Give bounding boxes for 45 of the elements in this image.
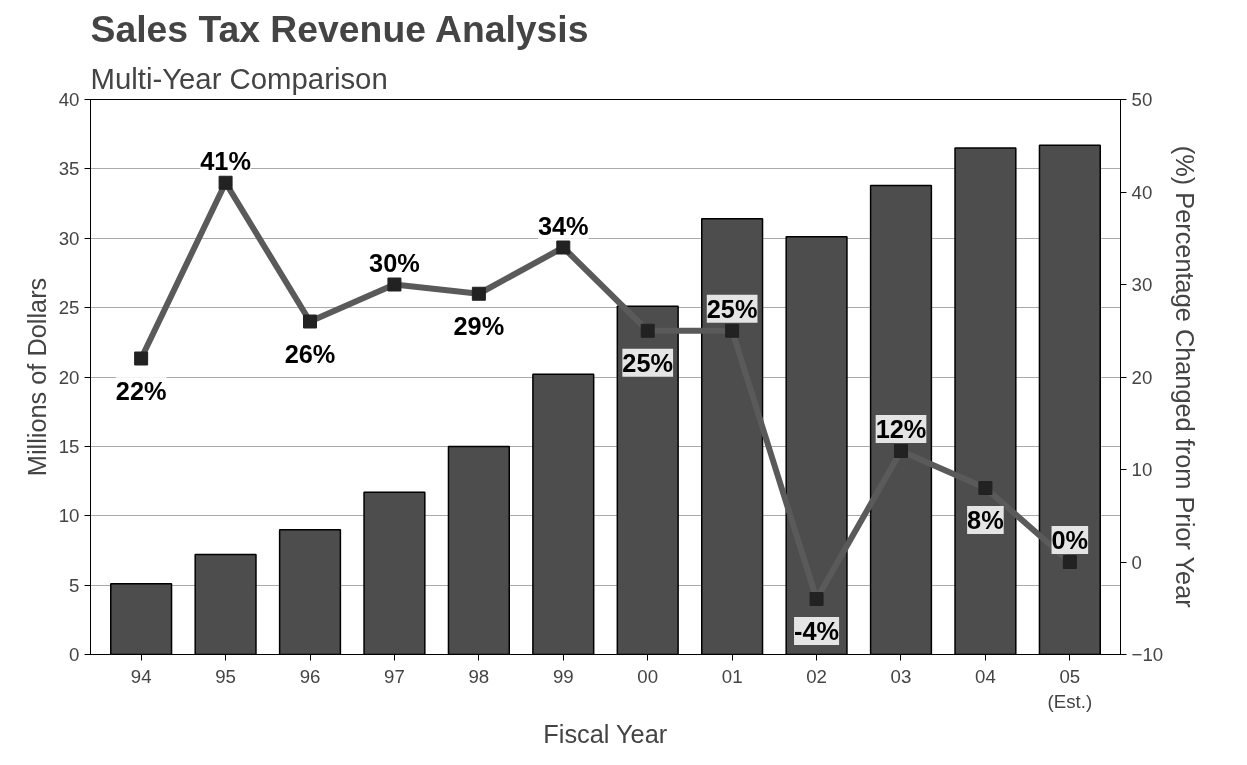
data-label: 25% (706, 294, 758, 323)
chart-title: Sales Tax Revenue Analysis (90, 7, 589, 50)
data-label: 29% (453, 311, 505, 340)
data-label: 25% (622, 348, 674, 377)
x-tick-label: 94 (130, 665, 152, 687)
chart-subtitle: Multi-Year Comparison (90, 61, 388, 95)
data-label: 12% (875, 415, 927, 443)
y-tick-label: 20 (58, 366, 80, 388)
data-label: -4% (794, 617, 840, 645)
y-tick-label: 0 (69, 644, 80, 665)
x-tick-label: 97 (384, 665, 405, 687)
x-tick-label: 96 (299, 665, 321, 687)
y2-axis-title: (%) Percentage Changed from Prior Year (1171, 145, 1200, 609)
data-label: 0% (1051, 526, 1089, 554)
y2-tick-label: 10 (1131, 459, 1153, 480)
x-axis-title: Fiscal Year (543, 719, 668, 748)
x-tick-label: 05 (Est.) (1047, 665, 1093, 712)
y-tick-label: 25 (58, 297, 80, 319)
data-label: 41% (200, 146, 251, 175)
y-tick-label: 35 (58, 158, 80, 180)
y-tick-label: 15 (58, 435, 80, 457)
x-tick-label: 99 (552, 665, 574, 687)
y2-tick-label: 0 (1131, 551, 1142, 573)
y-tick-label: 5 (69, 574, 80, 596)
y-tick-label: 40 (58, 89, 80, 110)
x-tick-label: 00 (637, 665, 659, 687)
data-label: 8% (967, 506, 1004, 534)
y2-tick-label: 20 (1131, 366, 1153, 388)
y2-tick-label: −10 (1131, 644, 1164, 665)
data-label: 26% (284, 339, 336, 368)
y-tick-label: 10 (58, 505, 80, 527)
x-tick-label: 02 (806, 665, 827, 687)
data-label: 34% (537, 211, 589, 240)
y-tick-label: 30 (58, 227, 80, 249)
data-label: 22% (115, 376, 167, 405)
x-tick-label: 03 (890, 665, 912, 687)
x-tick-label: 98 (468, 665, 490, 687)
y2-tick-label: 50 (1131, 89, 1153, 110)
y2-tick-label: 30 (1131, 274, 1153, 295)
x-tick-label: 04 (975, 665, 996, 687)
y2-tick-label: 40 (1131, 181, 1153, 203)
data-label: 30% (369, 248, 420, 277)
y-axis-title: Millions of Dollars (22, 277, 51, 477)
x-tick-label: 95 (215, 665, 236, 687)
x-tick-label: 01 (721, 665, 743, 687)
